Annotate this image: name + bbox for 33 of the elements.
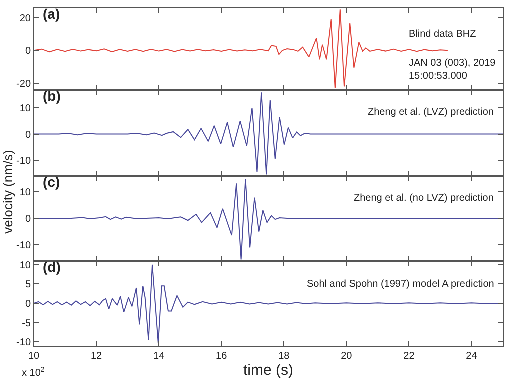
x-axis-title: time (s)	[244, 362, 294, 379]
text: x 10$^{2}$	[22, 367, 45, 380]
y-tick-label: -5	[22, 318, 32, 330]
y-tick-label: 0	[25, 130, 32, 141]
x-tick-label: 18	[278, 351, 290, 362]
annotation: (d)	[43, 259, 61, 275]
annotation: (c)	[43, 174, 60, 190]
x-tick-label: 20	[341, 351, 353, 362]
y-axis-title: velocity (nm/s)	[0, 150, 16, 234]
annotation: (a)	[43, 6, 60, 22]
x-tick-label: 14	[154, 351, 166, 362]
y-tick-label: 10	[20, 104, 32, 115]
y-tick-label: 5	[25, 280, 32, 291]
y-tick-label: 0	[25, 46, 32, 58]
y-tick-label: 0	[25, 214, 32, 225]
annotation: Blind data BHZ	[409, 29, 476, 40]
y-tick-label: 10	[20, 187, 32, 198]
y-tick-label: 20	[20, 13, 32, 24]
annotation: (b)	[43, 88, 61, 104]
x-tick-label: 24	[466, 351, 478, 362]
y-tick-label: -10	[16, 338, 32, 349]
y-tick-label: 10	[20, 260, 32, 272]
annotation: Zheng et al. (no LVZ) prediction	[354, 193, 494, 204]
y-tick-label: -10	[16, 156, 32, 167]
y-tick-label: -20	[16, 78, 32, 90]
y-tick-label: 0	[25, 299, 32, 310]
annotation: JAN 03 (003), 2019 15:00:53.000	[409, 58, 496, 82]
annotation: Sohl and Spohn (1997) model A prediction	[307, 279, 494, 290]
x-tick-label: 16	[216, 351, 228, 362]
annotation: Zheng et al. (LVZ) prediction	[368, 107, 494, 118]
y-tick-label: -10	[16, 240, 32, 252]
x-tick-label: 22	[404, 351, 416, 362]
x-tick-label: 12	[90, 351, 103, 362]
